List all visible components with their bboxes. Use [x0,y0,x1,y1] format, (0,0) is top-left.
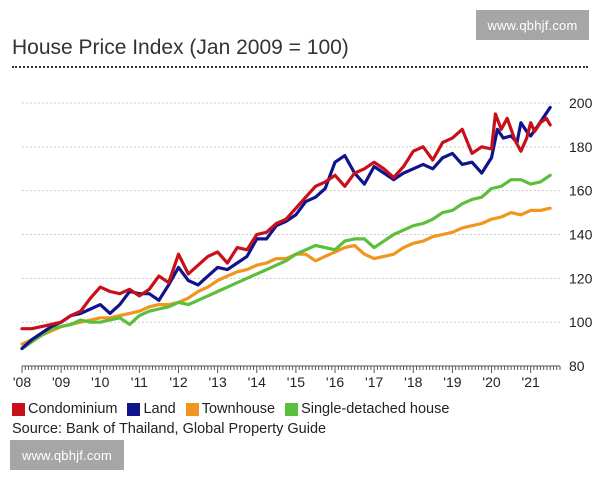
y-tick-label: 120 [569,270,593,286]
x-tick-label: '13 [209,374,227,390]
legend-label-land: Land [143,401,176,417]
series-line-single-detached-house [20,173,552,351]
series-lines [20,105,552,351]
line-chart: '08 '09 '10 '11 '12 '13 '14 '15 '16 '17 '18 '19 '20 '… [13,95,593,390]
x-tick-label: '08 [13,374,31,390]
y-tick-label: 80 [569,358,585,374]
chart-title: House Price Index (Jan 2009 = 100) [12,36,349,59]
legend-label-townhouse: Townhouse [201,401,276,417]
watermark-bottom: www.qbhjf.com [10,440,124,470]
x-tick-label: '16 [326,374,344,390]
x-tick-label: '14 [248,374,266,390]
x-tick-marks [21,366,561,373]
watermark-top: www.qbhjf.com [476,10,589,40]
series-line-townhouse [20,206,552,346]
legend-swatch-land [127,402,141,416]
series-line-condominium [20,112,552,331]
y-tick-label: 100 [569,314,593,330]
legend-item-single-detached-house: Single-detached house [285,401,449,417]
y-tick-label: 140 [569,227,593,243]
x-tick-label: '11 [131,374,148,390]
x-tick-label: '19 [443,374,461,390]
series-line-land [20,105,552,351]
x-tick-label: '12 [169,374,187,390]
x-axis-ticks: '08 '09 '10 '11 '12 '13 '14 '15 '16 '17 '18 '19 '20 '… [13,374,540,390]
x-tick-label: '10 [91,374,109,390]
y-tick-label: 180 [569,139,593,155]
x-tick-label: '17 [365,374,383,390]
legend-swatch-townhouse [185,402,199,416]
y-tick-label: 200 [569,95,593,111]
title-divider [12,66,588,68]
x-tick-label: '20 [482,374,500,390]
legend-item-land: Land [127,401,176,417]
y-tick-label: 160 [569,183,593,199]
x-tick-label: '18 [404,374,422,390]
x-tick-label: '21 [522,374,540,390]
legend-label-condominium: Condominium [28,401,118,417]
legend-item-condominium: Condominium [12,401,117,417]
legend: Condominium Land Townhouse Single-detach… [12,399,459,419]
legend-swatch-condominium [12,402,25,416]
x-tick-label: '09 [52,374,70,390]
y-axis-ticks: 80 100 120 140 160 180 200 [569,95,593,374]
x-tick-label: '15 [287,374,305,390]
source-note: Source: Bank of Thailand, Global Propert… [12,421,327,437]
legend-item-townhouse: Townhouse [185,401,276,417]
legend-label-single-detached-house: Single-detached house [301,401,450,417]
legend-swatch-single-detached-house [285,402,299,416]
